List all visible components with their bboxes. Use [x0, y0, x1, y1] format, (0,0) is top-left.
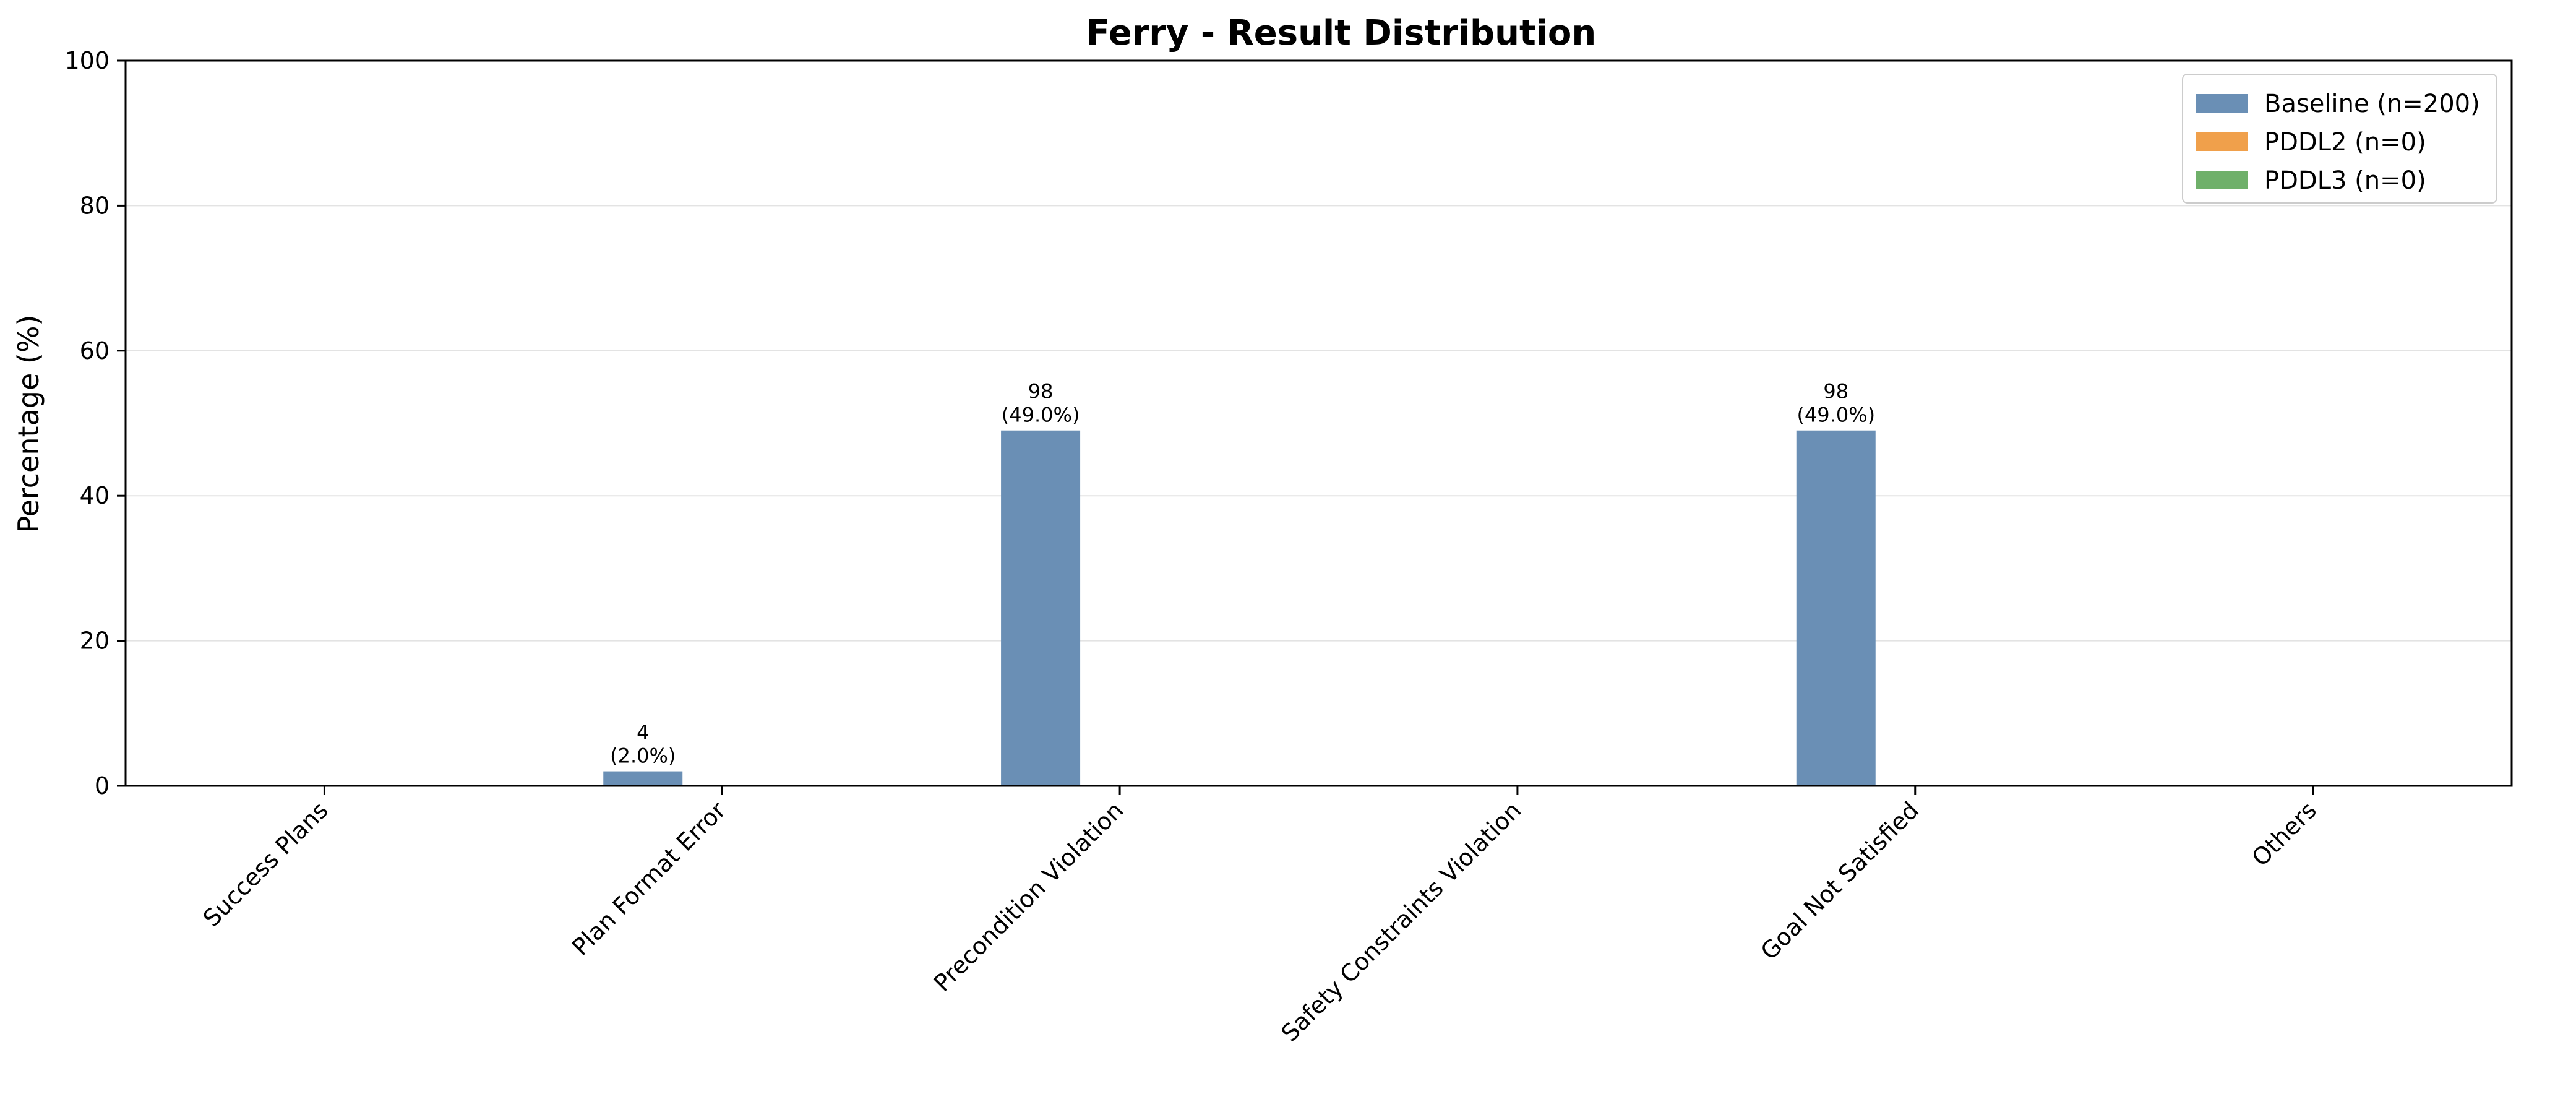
- legend-label: PDDL2 (n=0): [2264, 128, 2426, 157]
- y-tick-label: 60: [80, 337, 109, 364]
- legend-swatch: [2196, 171, 2248, 189]
- y-tick-label: 20: [80, 627, 109, 655]
- legend-label: PDDL3 (n=0): [2264, 166, 2426, 195]
- legend-label: Baseline (n=200): [2264, 90, 2480, 118]
- data-label-count: 98: [1823, 380, 1848, 403]
- bar: [1796, 430, 1876, 786]
- y-tick-label: 0: [95, 772, 109, 799]
- grid-lines: [126, 205, 2512, 642]
- legend-box: [2182, 74, 2497, 204]
- data-label-count: 4: [637, 721, 649, 744]
- x-axis: Success Plans Plan Format Error Preconditi…: [198, 786, 2322, 1047]
- x-tick-label: Precondition Violation: [929, 796, 1129, 997]
- x-tick-label: Plan Format Error: [567, 796, 731, 961]
- y-tick-label: 80: [80, 192, 109, 219]
- y-axis-label: Percentage (%): [12, 315, 45, 533]
- legend-swatch: [2196, 94, 2248, 113]
- data-label-percent: (49.0%): [1797, 403, 1875, 427]
- legend-swatch: [2196, 132, 2248, 151]
- legend: Baseline (n=200) PDDL2 (n=0) PDDL3 (n=0): [2182, 74, 2497, 204]
- x-tick-label: Others: [2247, 796, 2322, 871]
- y-tick-label: 40: [80, 482, 109, 509]
- x-tick-label: Safety Constraints Violation: [1276, 796, 1527, 1047]
- x-tick-label: Success Plans: [198, 796, 333, 932]
- data-label-percent: (2.0%): [610, 744, 676, 768]
- y-axis: 0 20 40 60 80 100: [64, 47, 126, 799]
- data-label-count: 98: [1028, 380, 1054, 403]
- bar: [1001, 430, 1081, 786]
- bar: [603, 771, 683, 786]
- data-labels: 4(2.0%)98(49.0%)98(49.0%): [610, 380, 1875, 768]
- plot-frame: [124, 59, 2513, 787]
- bars: [603, 430, 1876, 786]
- y-tick-label: 100: [64, 47, 109, 74]
- data-label-percent: (49.0%): [1002, 403, 1080, 427]
- x-tick-label: Goal Not Satisfied: [1756, 796, 1925, 965]
- chart-title: Ferry - Result Distribution: [1086, 13, 1597, 53]
